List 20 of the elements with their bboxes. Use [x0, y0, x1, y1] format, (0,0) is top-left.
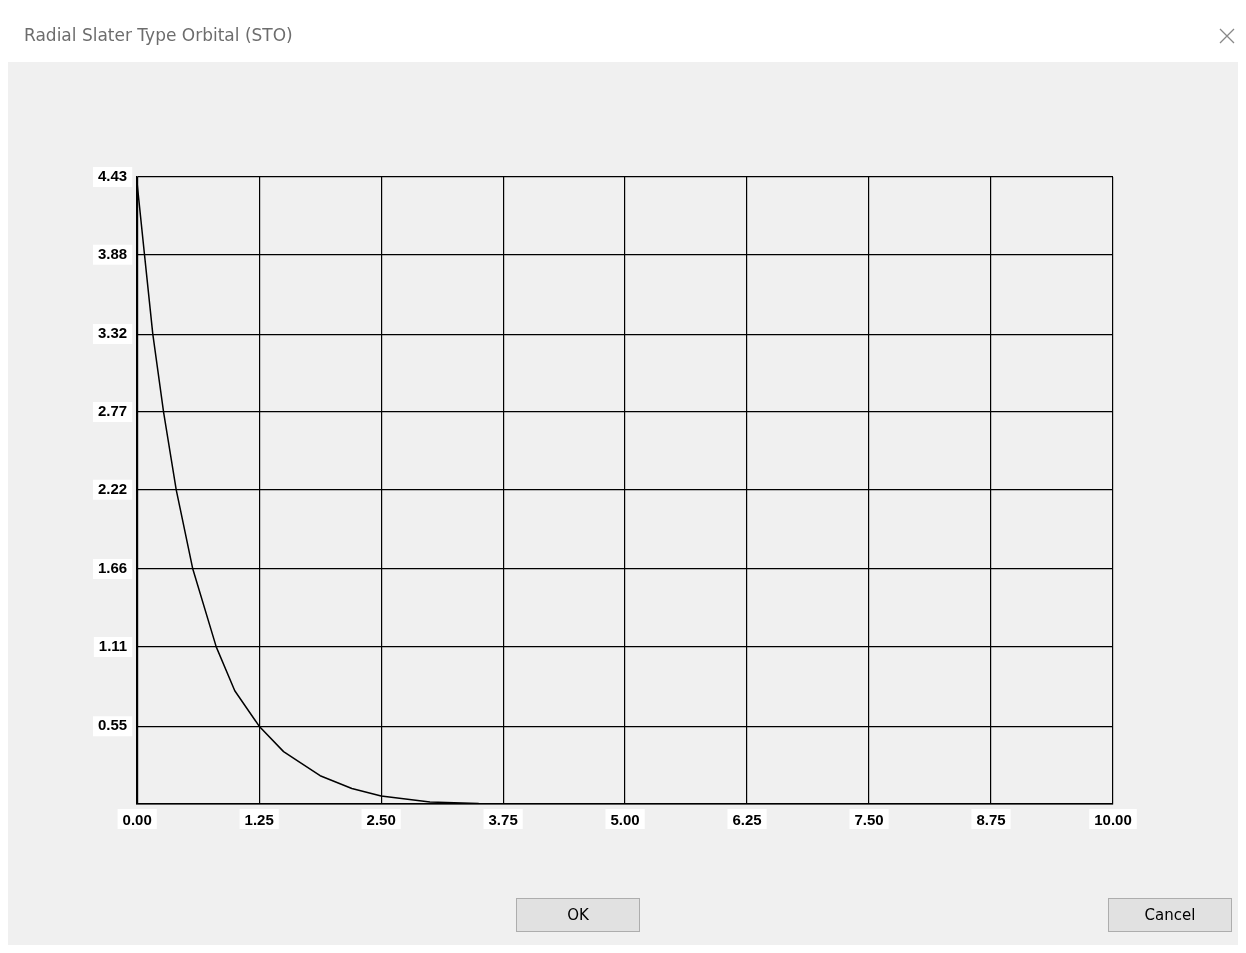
y-tick-label: 2.77 — [97, 402, 128, 420]
text: OK — [516, 898, 640, 932]
x-tick-label: 6.25 — [732, 811, 762, 829]
x-tick-label: 10.00 — [1094, 811, 1132, 829]
x-tick-label: 0.00 — [122, 811, 152, 829]
y-tick-label: 1.11 — [98, 637, 128, 655]
x-tick-label: 2.50 — [366, 811, 396, 829]
y-tick-label: 3.32 — [97, 324, 128, 342]
x-tick-label: 1.25 — [244, 811, 274, 829]
chart-title: Radial Slater Type Orbital (STO) — [24, 25, 293, 45]
y-tick-label: 1.66 — [97, 559, 128, 577]
x-tick-label: 5.00 — [610, 811, 640, 829]
x-tick-label: 3.75 — [488, 811, 518, 829]
x-tick-label: 8.75 — [976, 811, 1006, 829]
y-tick-label: 0.55 — [97, 716, 128, 734]
text: Cancel — [1108, 898, 1232, 932]
y-tick-label: 2.22 — [97, 479, 128, 497]
x-tick-label: 7.50 — [854, 811, 884, 829]
y-tick-label: 4.43 — [97, 167, 128, 185]
y-tick-label: 3.88 — [97, 244, 128, 262]
